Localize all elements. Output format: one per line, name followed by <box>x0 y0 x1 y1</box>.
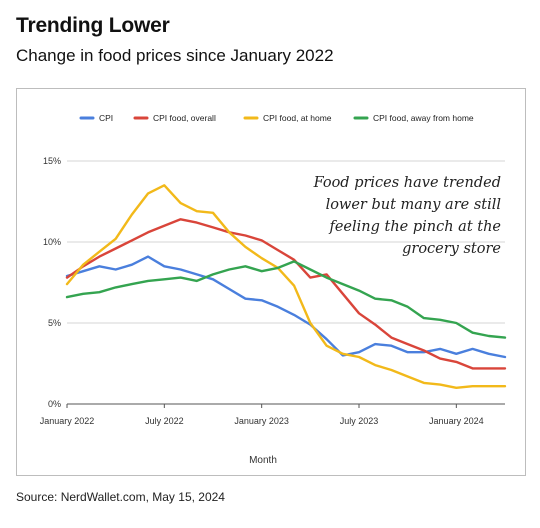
line-chart: 0% 5% 10% 15% January 2022 July 2022 January 2… <box>40 113 507 466</box>
series-lines <box>65 184 507 389</box>
y-tick-label: 10% <box>43 237 61 247</box>
series-line <box>65 255 507 359</box>
x-tick-label: July 2023 <box>340 416 379 426</box>
annotation-line: Food prices have trended <box>313 175 501 191</box>
y-tick-label: 5% <box>48 318 61 328</box>
chart-title: Trending Lower <box>16 14 170 37</box>
gridlines <box>67 160 505 405</box>
annotation-line: feeling the pinch at the <box>328 219 501 235</box>
x-tick-label: January 2022 <box>40 416 95 426</box>
y-tick-label: 15% <box>43 156 61 166</box>
legend-label: CPI food, away from home <box>373 113 474 123</box>
y-tick-label: 0% <box>48 399 61 409</box>
chart-subtitle: Change in food prices since January 2022 <box>16 46 334 65</box>
chart-panel: 0% 5% 10% 15% January 2022 July 2022 January 2… <box>16 88 526 476</box>
series-line <box>65 260 507 339</box>
source-note: Source: NerdWallet.com, May 15, 2024 <box>16 490 225 504</box>
x-axis-label: Month <box>249 455 277 466</box>
legend-label: CPI food, overall <box>153 113 216 123</box>
series-line <box>65 218 507 370</box>
legend-label: CPI food, at home <box>263 113 332 123</box>
annotation: Food prices have trended lower but many a… <box>313 175 502 257</box>
axes: 0% 5% 10% 15% January 2022 July 2022 January 2… <box>40 156 484 426</box>
annotation-line: lower but many are still <box>326 197 502 213</box>
legend-label: CPI <box>99 113 113 123</box>
x-tick-label: July 2022 <box>145 416 184 426</box>
x-tick-label: January 2023 <box>234 416 289 426</box>
x-tick-label: January 2024 <box>429 416 484 426</box>
series-line <box>65 184 507 389</box>
annotation-line: grocery store <box>402 241 501 257</box>
legend: CPI CPI food, overall CPI food, at home CPI… <box>79 113 474 123</box>
